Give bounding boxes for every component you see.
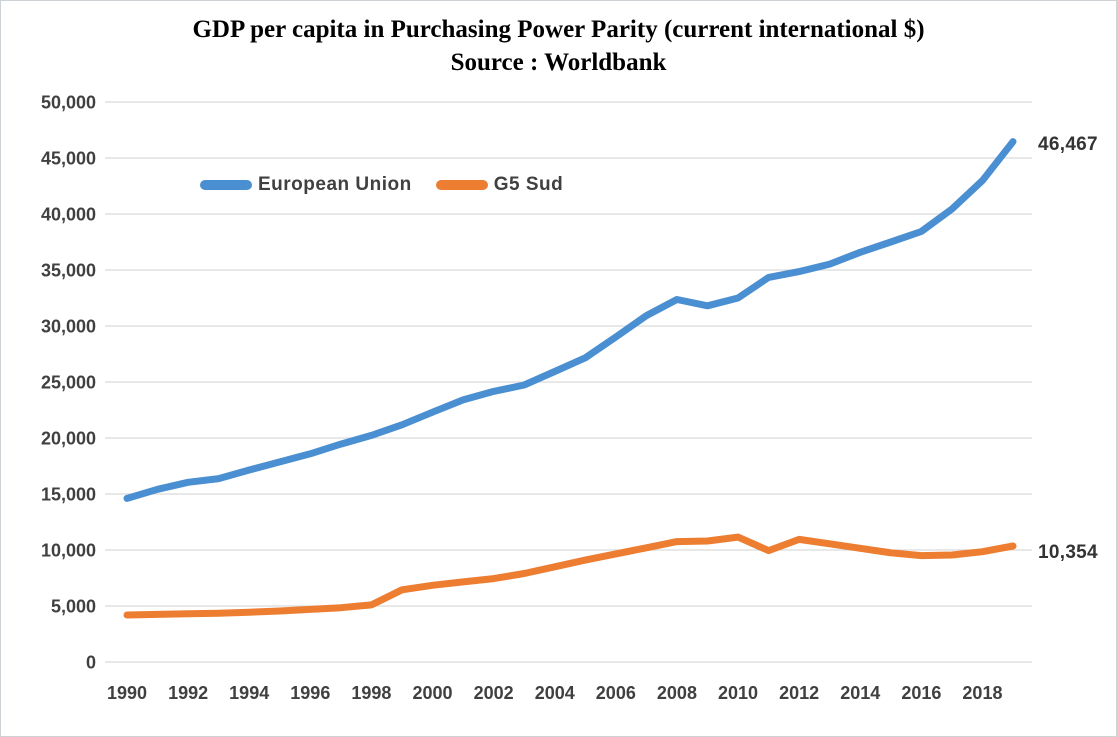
x-axis-tick-label: 2000 (412, 683, 452, 703)
legend-item-european-union: European Union (200, 174, 412, 196)
y-axis-tick-label: 20,000 (41, 429, 96, 449)
legend-swatch-g5-sud (435, 180, 488, 190)
legend-label-european-union: European Union (258, 174, 412, 195)
y-axis-tick-label: 35,000 (41, 261, 96, 281)
x-axis-tick-label: 1990 (107, 683, 147, 703)
x-axis-tick-label: 2008 (657, 683, 697, 703)
x-axis-tick-label: 1996 (290, 683, 330, 703)
y-axis-tick-label: 25,000 (41, 373, 96, 393)
y-axis-tick-label: 15,000 (41, 485, 96, 505)
x-axis-tick-label: 2006 (596, 683, 636, 703)
x-axis-tick-label: 2016 (901, 683, 941, 703)
x-axis-tick-label: 2002 (474, 683, 514, 703)
chart-title: GDP per capita in Purchasing Power Parit… (192, 16, 925, 43)
y-axis-tick-label: 30,000 (41, 317, 96, 337)
chart-title-block: GDP per capita in Purchasing Power Parit… (1, 13, 1116, 79)
x-axis-tick-label: 1998 (351, 683, 391, 703)
legend-label-g5-sud: G5 Sud (493, 174, 564, 195)
chart-subtitle: Source : Worldbank (450, 49, 667, 76)
x-axis-tick-label: 2010 (718, 683, 758, 703)
series-line-g5-sud (123, 533, 1017, 619)
legend-swatch-european-union (200, 180, 252, 190)
data-label-g5-sud-final: 10,354 (1038, 542, 1098, 563)
series-line-european-union (123, 138, 1017, 502)
legend: European Union G5 Sud (200, 174, 563, 196)
y-axis-tick-label: 50,000 (41, 93, 96, 113)
y-axis-tick-label: 45,000 (41, 149, 96, 169)
x-axis-tick-label: 2004 (535, 683, 575, 703)
x-axis-tick-label: 2018 (962, 683, 1002, 703)
x-axis-tick-label: 1992 (168, 683, 208, 703)
x-axis-tick-label: 1994 (229, 683, 269, 703)
x-axis-tick-label: 2012 (779, 683, 819, 703)
y-axis-tick-label: 10,000 (41, 541, 96, 561)
legend-item-g5-sud: G5 Sud (435, 174, 564, 196)
y-axis-tick-label: 5,000 (51, 597, 96, 617)
y-axis-tick-label: 40,000 (41, 205, 96, 225)
y-axis-tick-label: 0 (86, 653, 96, 673)
data-label-european-union-final: 46,467 (1038, 134, 1098, 155)
x-axis-tick-label: 2014 (840, 683, 880, 703)
